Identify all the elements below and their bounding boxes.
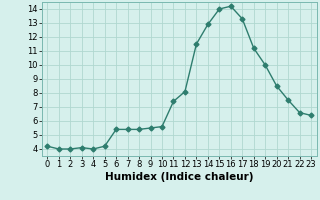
X-axis label: Humidex (Indice chaleur): Humidex (Indice chaleur) — [105, 172, 253, 182]
